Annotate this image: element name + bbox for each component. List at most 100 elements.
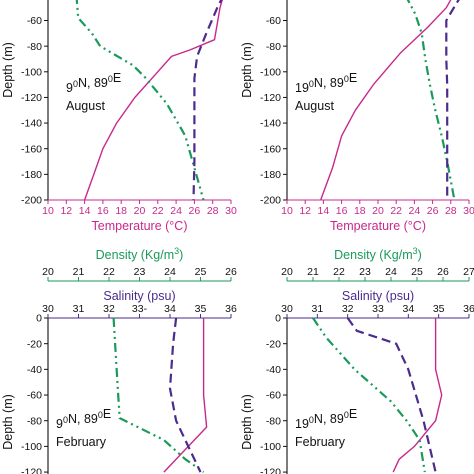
- y-tick-label: 0: [275, 313, 281, 325]
- y-tick-label: -160: [260, 143, 281, 155]
- series-salinity: [168, 317, 202, 473]
- x-axis-label-density: Density (Kg/m3): [334, 246, 422, 262]
- annotation-location: 90N, 890E: [66, 71, 121, 95]
- density-tick-label: 20: [281, 266, 293, 278]
- x-tick-label: 18: [115, 205, 127, 217]
- density-tick-label: 25: [195, 266, 207, 278]
- y-tick-label: -200: [260, 195, 281, 207]
- y-tick-label: -80: [266, 41, 281, 53]
- y-tick-label: -80: [27, 41, 42, 53]
- y-axis-label: Depth (m): [240, 394, 254, 450]
- y-tick-label: -40: [27, 364, 42, 376]
- salinity-tick-label: 36: [225, 303, 237, 315]
- y-tick-label: -20: [266, 338, 281, 350]
- annotation-month: February: [56, 435, 107, 449]
- salinity-tick-label: 35: [433, 303, 445, 315]
- y-tick-label: -80: [27, 415, 42, 427]
- panel-top-left: -60 -80 -100 -120 -140 -160 -180 -200 Depth (m) 1…: [1, 0, 237, 233]
- y-tick-label: -80: [266, 415, 281, 427]
- salinity-tick-label: 31: [73, 303, 85, 315]
- x-tick-label: 24: [170, 205, 182, 217]
- x-tick-label: 10: [42, 205, 54, 217]
- density-tick-label: 24: [164, 266, 176, 278]
- y-tick-label: -40: [266, 364, 281, 376]
- x-axis-label-temperature: Temperature (°C): [92, 219, 188, 233]
- density-tick-label: 26: [437, 266, 449, 278]
- density-tick-label: 25: [411, 266, 423, 278]
- salinity-tick-label: 32: [103, 303, 115, 315]
- x-tick-label: 16: [336, 205, 348, 217]
- x-axis-label-salinity: Salinity (psu): [342, 289, 414, 303]
- x-axis-label-density: Density (Kg/m3): [96, 246, 184, 262]
- salinity-tick-label: 30: [42, 303, 54, 315]
- salinity-tick-label: 34: [402, 303, 414, 315]
- annotation-location: 190N, 890E: [295, 71, 357, 95]
- x-tick-label: 28: [445, 205, 457, 217]
- salinity-tick-label: 32: [342, 303, 354, 315]
- annotation-month: August: [66, 99, 105, 113]
- x-tick-label: 26: [189, 205, 201, 217]
- y-tick-label: -120: [21, 92, 42, 104]
- y-tick-label: -100: [260, 441, 281, 453]
- x-tick-label: 28: [207, 205, 219, 217]
- x-tick-label: 14: [318, 205, 330, 217]
- salinity-tick-label: 31: [311, 303, 323, 315]
- annotation-location: 90N, 890E: [56, 407, 111, 431]
- series-density: [75, 0, 205, 201]
- series-temperature: [320, 0, 452, 201]
- y-axis-label: Depth (m): [1, 42, 15, 98]
- series-salinity: [445, 0, 460, 200]
- y-tick-label: -200: [21, 195, 42, 207]
- salinity-tick-label: 34: [164, 303, 176, 315]
- x-tick-label: 20: [372, 205, 384, 217]
- y-tick-label: -60: [27, 15, 42, 27]
- salinity-tick-label: 35: [195, 303, 207, 315]
- y-tick-label: -100: [260, 66, 281, 78]
- density-tick-label: 20: [42, 266, 54, 278]
- y-tick-label: -60: [266, 390, 281, 402]
- y-tick-label: -120: [21, 467, 42, 474]
- y-tick-label: -60: [27, 390, 42, 402]
- series-temperature: [83, 0, 223, 201]
- density-tick-label: 23: [359, 266, 371, 278]
- salinity-tick-label: 33: [372, 303, 384, 315]
- density-tick-label: 24: [385, 266, 397, 278]
- y-axis-label: Depth (m): [240, 42, 254, 98]
- x-tick-label: 12: [60, 205, 72, 217]
- series-density: [312, 317, 426, 473]
- series-salinity: [192, 0, 223, 201]
- y-tick-label: -20: [27, 338, 42, 350]
- x-tick-label: 20: [134, 205, 146, 217]
- y-tick-label: -120: [260, 92, 281, 104]
- annotation-location: 190N, 890E: [295, 407, 357, 431]
- series-density: [112, 317, 205, 473]
- density-tick-label: 22: [333, 266, 345, 278]
- y-tick-label: -140: [260, 118, 281, 130]
- series-density: [406, 0, 456, 201]
- x-tick-label: 16: [97, 205, 109, 217]
- density-tick-label: 26: [225, 266, 237, 278]
- density-tick-label: 21: [73, 266, 85, 278]
- panel-top-right: -60 -80 -100 -120 -140 -160 -180 -200 Depth (m) 1…: [240, 0, 474, 233]
- y-tick-label: -120: [260, 467, 281, 474]
- x-tick-label: 14: [79, 205, 91, 217]
- panel-bottom-left: 0 -20 -40 -60 -80 -100 -120 Depth (m) Density (K…: [1, 246, 237, 474]
- x-tick-label: 18: [354, 205, 366, 217]
- annotation-month: August: [295, 99, 334, 113]
- x-axis-label-salinity: Salinity (psu): [103, 289, 175, 303]
- density-tick-label: 23: [134, 266, 146, 278]
- density-tick-label: 22: [103, 266, 115, 278]
- x-tick-label: 26: [427, 205, 439, 217]
- y-tick-label: -180: [21, 169, 42, 181]
- y-tick-label: 0: [36, 313, 42, 325]
- salinity-tick-label: 33-: [132, 303, 148, 315]
- x-tick-label: 30: [463, 205, 474, 217]
- series-salinity: [346, 317, 437, 473]
- series-temperature: [163, 318, 208, 473]
- y-tick-label: -100: [21, 66, 42, 78]
- panel-bottom-right: 0 -20 -40 -60 -80 -100 -120 Depth (m) Density (K…: [240, 246, 474, 474]
- x-axis-label-temperature: Temperature (°C): [330, 219, 426, 233]
- series-temperature: [392, 318, 443, 473]
- y-tick-label: -60: [266, 15, 281, 27]
